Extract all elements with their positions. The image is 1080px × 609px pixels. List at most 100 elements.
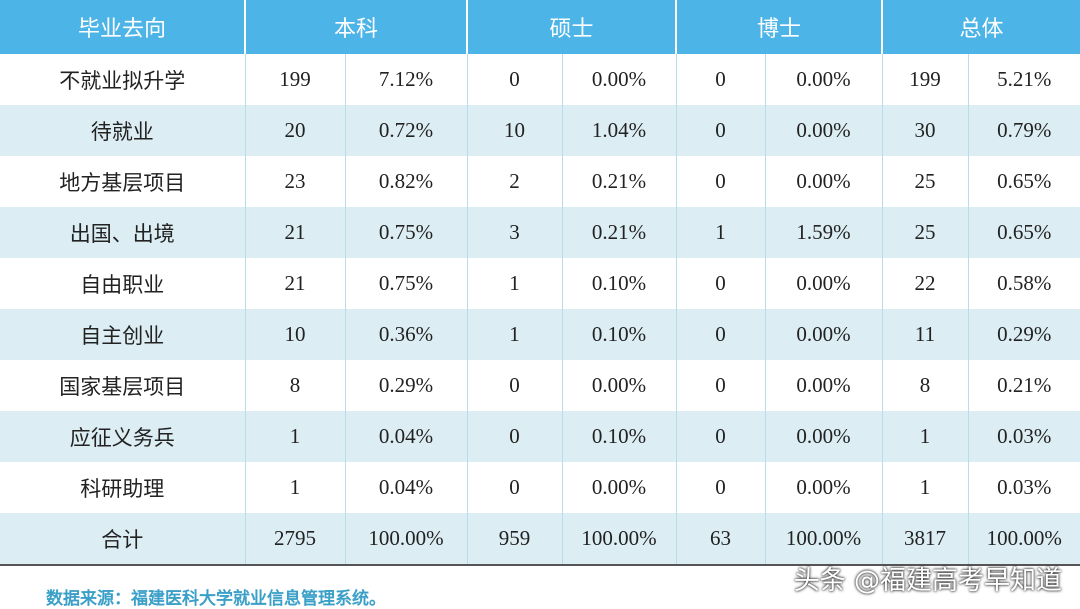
table-cell: 1	[466, 309, 563, 360]
row-label: 待就业	[0, 105, 245, 156]
table-cell: 1.04%	[561, 105, 677, 156]
table-cell: 0.29%	[344, 360, 468, 411]
table-cell: 0.03%	[967, 462, 1080, 513]
row-label: 出国、出境	[0, 207, 245, 258]
table-cell: 0.72%	[344, 105, 468, 156]
table-cell: 0.00%	[764, 156, 883, 207]
table-cell: 0	[675, 258, 766, 309]
row-label: 自由职业	[80, 272, 165, 297]
table-cell: 3817	[881, 513, 969, 566]
table-cell: 0.00%	[561, 360, 677, 411]
table-cell: 21	[244, 207, 345, 258]
table-row: 地方基层项目 23 0.82% 2 0.21% 0 0.00% 25 0.65%	[0, 156, 1080, 207]
table-cell: 0	[675, 156, 766, 207]
table-cell: 0.21%	[561, 207, 677, 258]
table-cell: 20	[244, 105, 345, 156]
table-cell: 0.10%	[561, 258, 677, 309]
table-cell: 1	[244, 411, 345, 462]
table-cell: 0	[466, 54, 563, 105]
table-cell: 0.21%	[967, 360, 1080, 411]
table-body: 不就业拟升学 199 7.12% 0 0.00% 0 0.00% 199 5.21% 待就业 20 0…	[0, 54, 1080, 566]
table-row: 自由职业 21 0.75% 1 0.10% 0 0.00% 22 0.58%	[0, 258, 1080, 309]
row-label: 科研助理	[80, 476, 165, 501]
table-cell: 0.00%	[764, 54, 883, 105]
table-cell: 1	[466, 258, 563, 309]
header-cell: 硕士	[466, 0, 677, 54]
table-row: 出国、出境 21 0.75% 3 0.21% 1 1.59% 25 0.65%	[0, 207, 1080, 258]
table-row: 国家基层项目 8 0.29% 0 0.00% 0 0.00% 8 0.21%	[0, 360, 1080, 411]
table-cell: 1	[881, 462, 969, 513]
table-row: 应征义务兵 1 0.04% 0 0.10% 0 0.00% 1 0.03%	[0, 411, 1080, 462]
table-cell: 0.82%	[344, 156, 468, 207]
row-label: 地方基层项目	[59, 170, 186, 195]
table-cell: 100.00%	[764, 513, 883, 566]
table-cell: 1.59%	[764, 207, 883, 258]
table-cell: 1	[244, 462, 345, 513]
table-cell: 0	[466, 462, 563, 513]
table-row: 待就业 20 0.72% 10 1.04% 0 0.00% 30 0.79%	[0, 105, 1080, 156]
table-cell: 1	[675, 207, 766, 258]
table-cell: 0.00%	[764, 309, 883, 360]
row-label: 国家基层项目	[59, 374, 186, 399]
table-cell: 0.00%	[764, 360, 883, 411]
table-row: 科研助理 1 0.04% 0 0.00% 0 0.00% 1 0.03%	[0, 462, 1080, 513]
table-cell: 0.00%	[764, 105, 883, 156]
table-cell: 2	[466, 156, 563, 207]
table-row: 自主创业 10 0.36% 1 0.10% 0 0.00% 11 0.29%	[0, 309, 1080, 360]
table-cell: 0	[675, 309, 766, 360]
table-cell: 0	[466, 360, 563, 411]
table-row: 不就业拟升学 199 7.12% 0 0.00% 0 0.00% 199 5.21%	[0, 54, 1080, 105]
table-cell: 0.00%	[764, 258, 883, 309]
table-cell: 0	[675, 462, 766, 513]
row-label: 自主创业	[0, 309, 245, 360]
data-table: 毕业去向 本科 硕士 博士 总体 不就业拟升学 199 7.12% 0 0.00% 0 0.00% 1…	[0, 0, 1080, 566]
table-cell: 2795	[244, 513, 345, 566]
table-cell: 100.00%	[561, 513, 677, 566]
table-cell: 0.79%	[967, 105, 1080, 156]
table-cell: 25	[881, 156, 969, 207]
table-cell: 63	[675, 513, 766, 566]
row-label: 合计	[0, 513, 245, 566]
table-cell: 0.21%	[561, 156, 677, 207]
watermark: 头条 @福建高考早知道	[793, 566, 1062, 596]
table-cell: 0	[675, 54, 766, 105]
table-cell: 0.00%	[561, 54, 677, 105]
table-cell: 0.00%	[561, 462, 677, 513]
table-cell: 10	[244, 309, 345, 360]
table-cell: 0	[466, 411, 563, 462]
table-cell: 0	[675, 105, 766, 156]
table-cell: 0.00%	[764, 462, 883, 513]
header-cell: 博士	[675, 0, 883, 54]
table-cell: 0.75%	[344, 207, 468, 258]
table-cell: 0.65%	[967, 207, 1080, 258]
table-cell: 0.75%	[344, 258, 468, 309]
table-cell: 0.03%	[967, 411, 1080, 462]
header-row: 毕业去向 本科 硕士 博士 总体	[0, 0, 1080, 54]
row-label: 不就业拟升学	[59, 68, 186, 93]
table-cell: 8	[244, 360, 345, 411]
table-cell: 199	[881, 54, 969, 105]
table-cell: 30	[881, 105, 969, 156]
table-cell: 0.65%	[967, 156, 1080, 207]
table-cell: 3	[466, 207, 563, 258]
table-cell: 0.10%	[561, 309, 677, 360]
table-cell: 0	[675, 360, 766, 411]
table-cell: 21	[244, 258, 345, 309]
table-cell: 0.04%	[344, 462, 468, 513]
header-cell: 总体	[881, 0, 1080, 54]
table-cell: 25	[881, 207, 969, 258]
table-cell: 5.21%	[967, 54, 1080, 105]
table-cell: 100.00%	[344, 513, 468, 566]
table-cell: 11	[881, 309, 969, 360]
table-cell: 10	[466, 105, 563, 156]
table-cell: 0.29%	[967, 309, 1080, 360]
row-label: 应征义务兵	[0, 411, 245, 462]
table-cell: 7.12%	[344, 54, 468, 105]
table-cell: 0.10%	[561, 411, 677, 462]
table-row: 合计 2795 100.00% 959 100.00% 63 100.00% 3817 100.…	[0, 513, 1080, 566]
table-cell: 0	[675, 411, 766, 462]
table-cell: 23	[244, 156, 345, 207]
header-cell: 毕业去向	[0, 0, 245, 54]
header-cell: 本科	[243, 0, 468, 54]
